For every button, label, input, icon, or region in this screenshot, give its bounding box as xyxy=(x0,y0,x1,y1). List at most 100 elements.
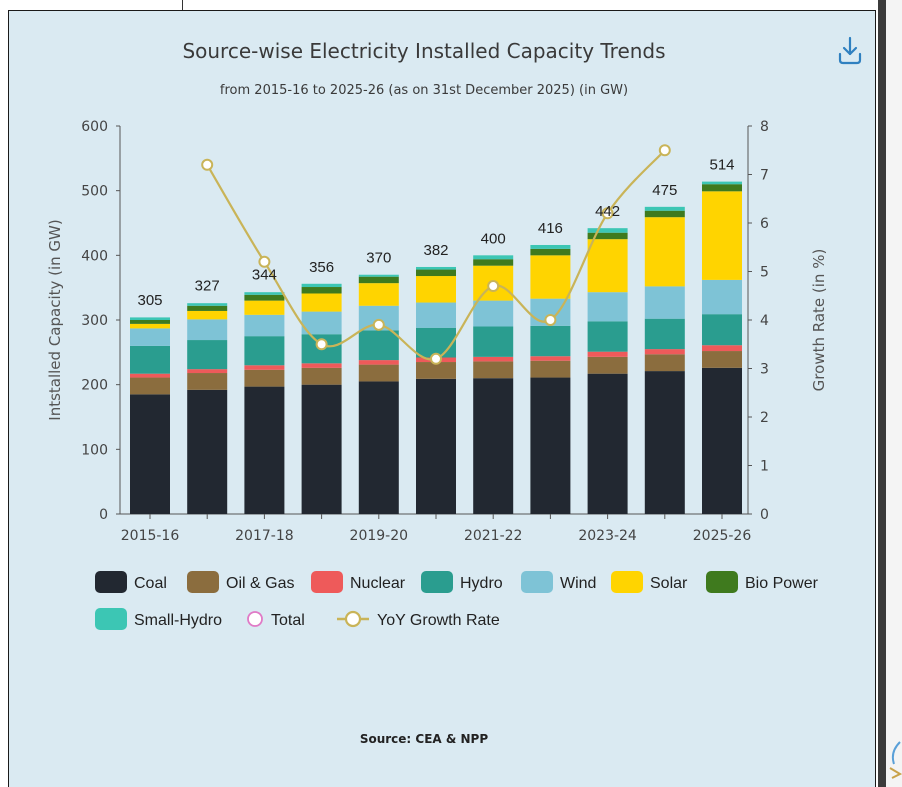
legend-item-wind[interactable]: Wind xyxy=(521,571,596,593)
bar-segment-coal[interactable] xyxy=(587,373,628,514)
bar-segment-nuclear[interactable] xyxy=(358,360,399,365)
growth-rate-point[interactable] xyxy=(201,158,214,171)
bar-segment-solar[interactable] xyxy=(301,293,342,312)
bar-segment-hydro[interactable] xyxy=(587,321,628,352)
bar-segment-bio-power[interactable] xyxy=(530,248,571,256)
bar-segment-wind[interactable] xyxy=(244,314,285,337)
scrollbar-track[interactable] xyxy=(878,0,886,787)
bar-segment-coal[interactable] xyxy=(301,384,342,514)
bar-segment-solar[interactable] xyxy=(587,239,628,293)
bar-segment-oil-gas[interactable] xyxy=(473,361,514,379)
bar-segment-solar[interactable] xyxy=(187,310,228,320)
bar-segment-small-hydro[interactable] xyxy=(587,228,628,233)
legend-item-nuclear[interactable]: Nuclear xyxy=(311,571,406,593)
bar-segment-small-hydro[interactable] xyxy=(702,181,742,185)
bar-segment-hydro[interactable] xyxy=(530,325,571,357)
bar-segment-coal[interactable] xyxy=(644,371,685,514)
bar-segment-small-hydro[interactable] xyxy=(358,274,399,277)
bar-segment-bio-power[interactable] xyxy=(702,184,742,192)
bar-segment-bio-power[interactable] xyxy=(187,305,228,311)
bar-segment-wind[interactable] xyxy=(644,286,685,319)
growth-rate-point[interactable] xyxy=(601,207,614,220)
bar-segment-bio-power[interactable] xyxy=(587,232,628,240)
bar-segment-nuclear[interactable] xyxy=(244,365,285,370)
bar-segment-coal[interactable] xyxy=(358,381,399,514)
bar-segment-small-hydro[interactable] xyxy=(473,255,514,260)
bar-segment-oil-gas[interactable] xyxy=(187,373,228,390)
bar-segment-hydro[interactable] xyxy=(358,330,399,361)
bar-segment-oil-gas[interactable] xyxy=(530,360,571,378)
bar-segment-nuclear[interactable] xyxy=(130,373,170,378)
bar-segment-wind[interactable] xyxy=(301,311,342,335)
bar-segment-oil-gas[interactable] xyxy=(301,367,342,385)
bar-segment-nuclear[interactable] xyxy=(187,369,228,374)
bar-segment-coal[interactable] xyxy=(130,394,170,514)
bar-segment-nuclear[interactable] xyxy=(587,351,628,357)
legend-item-hydro[interactable]: Hydro xyxy=(421,571,503,593)
bar-segment-small-hydro[interactable] xyxy=(130,317,170,320)
bar-segment-wind[interactable] xyxy=(473,300,514,327)
bar-segment-bio-power[interactable] xyxy=(130,320,170,324)
bar-segment-bio-power[interactable] xyxy=(301,287,342,294)
legend-item-coal[interactable]: Coal xyxy=(95,571,167,593)
bar-segment-wind[interactable] xyxy=(187,319,228,341)
bar-segment-bio-power[interactable] xyxy=(416,269,456,277)
bar-segment-coal[interactable] xyxy=(530,377,571,514)
bar-segment-nuclear[interactable] xyxy=(702,345,742,352)
bar-segment-solar[interactable] xyxy=(702,191,742,280)
legend-item-small-hydro[interactable]: Small-Hydro xyxy=(95,608,222,630)
bar-segment-bio-power[interactable] xyxy=(644,210,685,218)
bar-segment-small-hydro[interactable] xyxy=(530,244,571,249)
bar-segment-small-hydro[interactable] xyxy=(644,206,685,211)
growth-rate-point[interactable] xyxy=(487,280,500,293)
bar-segment-small-hydro[interactable] xyxy=(416,266,456,270)
bar-segment-hydro[interactable] xyxy=(644,318,685,350)
bar-segment-small-hydro[interactable] xyxy=(187,303,228,306)
bar-segment-coal[interactable] xyxy=(244,386,285,514)
bar-segment-oil-gas[interactable] xyxy=(702,351,742,368)
bar-segment-oil-gas[interactable] xyxy=(358,364,399,382)
bar-segment-hydro[interactable] xyxy=(130,345,170,374)
bar-segment-wind[interactable] xyxy=(587,292,628,322)
bar-segment-hydro[interactable] xyxy=(187,340,228,370)
bar-segment-solar[interactable] xyxy=(416,276,456,303)
bar-segment-solar[interactable] xyxy=(530,255,571,299)
bar-segment-coal[interactable] xyxy=(416,378,456,514)
bar-segment-hydro[interactable] xyxy=(416,327,456,358)
bar-segment-hydro[interactable] xyxy=(473,326,514,357)
growth-rate-point[interactable] xyxy=(315,338,328,351)
bar-segment-coal[interactable] xyxy=(702,367,742,514)
bar-segment-solar[interactable] xyxy=(130,323,170,329)
bar-segment-oil-gas[interactable] xyxy=(587,356,628,374)
bar-segment-hydro[interactable] xyxy=(244,336,285,366)
download-button[interactable] xyxy=(838,36,862,65)
bar-segment-wind[interactable] xyxy=(702,279,742,315)
bar-segment-nuclear[interactable] xyxy=(473,356,514,362)
legend-item-yoy-growth-rate[interactable]: YoY Growth Rate xyxy=(337,610,500,629)
legend-item-total[interactable]: Total xyxy=(247,611,305,629)
bar-segment-bio-power[interactable] xyxy=(358,276,399,284)
bar-segment-bio-power[interactable] xyxy=(473,259,514,266)
bar-segment-oil-gas[interactable] xyxy=(644,354,685,372)
bar-segment-nuclear[interactable] xyxy=(530,356,571,361)
bar-segment-wind[interactable] xyxy=(416,302,456,328)
legend-item-solar[interactable]: Solar xyxy=(611,571,688,593)
growth-rate-point[interactable] xyxy=(372,318,385,331)
bar-segment-nuclear[interactable] xyxy=(644,349,685,355)
growth-rate-point[interactable] xyxy=(258,255,271,268)
legend-item-bio-power[interactable]: Bio Power xyxy=(706,571,819,593)
growth-rate-point[interactable] xyxy=(658,144,671,157)
bar-segment-small-hydro[interactable] xyxy=(244,292,285,295)
growth-rate-point[interactable] xyxy=(430,352,442,365)
bar-segment-oil-gas[interactable] xyxy=(416,362,456,379)
bar-segment-oil-gas[interactable] xyxy=(244,369,285,387)
bar-segment-coal[interactable] xyxy=(473,378,514,514)
bar-segment-solar[interactable] xyxy=(644,217,685,287)
bar-segment-nuclear[interactable] xyxy=(301,363,342,368)
bar-segment-bio-power[interactable] xyxy=(244,294,285,301)
bar-segment-oil-gas[interactable] xyxy=(130,377,170,395)
bar-segment-solar[interactable] xyxy=(244,300,285,315)
bar-segment-small-hydro[interactable] xyxy=(301,283,342,288)
growth-rate-point[interactable] xyxy=(544,314,557,326)
bar-segment-wind[interactable] xyxy=(130,328,170,346)
